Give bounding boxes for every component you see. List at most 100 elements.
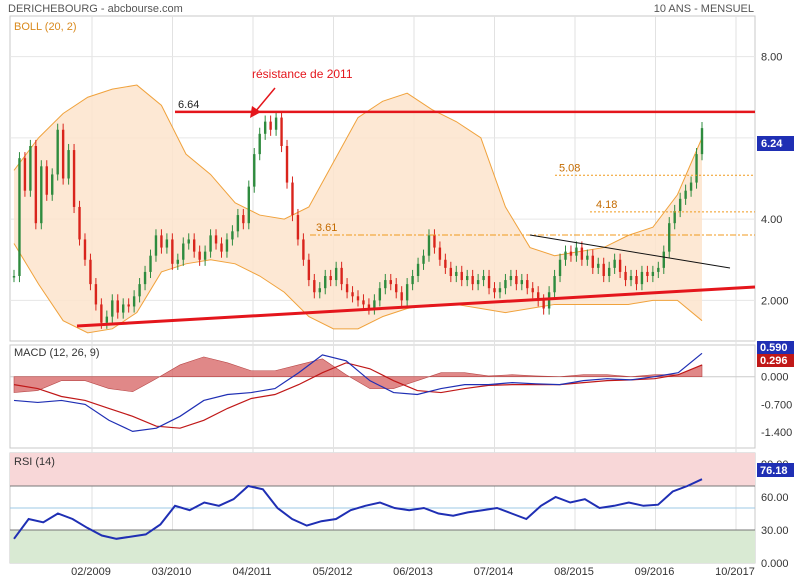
candle-body xyxy=(12,276,16,278)
candle-body xyxy=(400,292,403,301)
candle-body xyxy=(236,215,240,232)
candle-body xyxy=(182,243,185,260)
candle-body xyxy=(384,280,387,289)
candle-body xyxy=(203,251,207,260)
candle-body xyxy=(405,284,409,301)
candle-body xyxy=(149,255,152,272)
candle-body xyxy=(547,292,551,309)
bollinger-lower-line xyxy=(13,243,703,334)
y-tick-label: 8.00 xyxy=(761,52,782,64)
candle-body xyxy=(274,117,278,130)
candle-body xyxy=(504,280,507,289)
candle-body xyxy=(580,247,584,260)
level-label: 6.64 xyxy=(178,99,199,111)
candle-body xyxy=(253,154,256,187)
candle-body xyxy=(116,300,119,313)
candle-body xyxy=(18,158,21,276)
candle-body xyxy=(689,182,693,191)
candle-body xyxy=(536,292,540,301)
level-label: 3.61 xyxy=(316,222,337,234)
candle-body xyxy=(362,300,365,305)
candle-body xyxy=(198,251,201,260)
candle-body xyxy=(83,239,87,260)
candle-body xyxy=(220,243,223,252)
x-tick-label: 08/2015 xyxy=(554,566,594,578)
x-tick-label: 03/2010 xyxy=(152,566,192,578)
candle-body xyxy=(307,259,311,281)
candle-body xyxy=(411,276,414,285)
macd-panel-frame xyxy=(9,344,756,449)
candle-body xyxy=(40,166,43,224)
candle-body xyxy=(280,117,283,146)
level-label: 4.18 xyxy=(596,199,617,211)
y-tick-label: 4.00 xyxy=(761,214,782,226)
candle-body xyxy=(449,267,453,276)
candle-body xyxy=(613,259,616,268)
candle-body xyxy=(607,267,611,276)
rsi-y-tick-label: 30.00 xyxy=(761,525,789,537)
support-trendline xyxy=(76,285,756,328)
candle-body xyxy=(340,267,343,285)
macd-title: MACD (12, 26, 9) xyxy=(14,347,100,359)
price-panel-frame xyxy=(9,15,756,342)
candle-body xyxy=(438,247,442,260)
candle-body xyxy=(416,263,420,276)
candle-body xyxy=(558,259,562,276)
candle-body xyxy=(553,276,556,293)
rsi-overbought-zone xyxy=(10,453,755,486)
candle-body xyxy=(89,259,92,285)
candle-body xyxy=(433,235,436,248)
signal-value-label: 0.296 xyxy=(760,355,788,367)
rsi-y-tick-label: 0.000 xyxy=(761,558,789,570)
candle-body xyxy=(78,206,81,240)
candle-body xyxy=(324,276,327,289)
rsi-y-tick-label: 60.00 xyxy=(761,492,789,504)
candle-body xyxy=(67,150,70,179)
candle-body xyxy=(515,276,518,285)
macd-value-badge xyxy=(757,341,794,354)
candle-body xyxy=(575,247,578,256)
x-tick-label: 02/2009 xyxy=(71,566,111,578)
boll-title: BOLL (20, 2) xyxy=(14,21,77,33)
y-tick-label: 2.000 xyxy=(761,295,789,307)
candle-body xyxy=(51,174,54,195)
candle-body xyxy=(657,267,660,272)
chart-period: 10 ANS - MENSUEL xyxy=(653,3,754,15)
candle-body xyxy=(586,255,589,260)
candle-body xyxy=(531,288,534,293)
candle-body xyxy=(624,271,627,281)
macd-histogram xyxy=(13,356,703,393)
candle-body xyxy=(334,267,338,281)
rsi-line xyxy=(13,478,703,540)
candle-body xyxy=(591,255,594,268)
annotation-arrow-line xyxy=(254,87,276,113)
candle-body xyxy=(318,288,321,293)
candle-body xyxy=(291,182,294,216)
candle-body xyxy=(640,271,644,285)
level-label: 5.08 xyxy=(559,162,580,174)
x-tick-label: 06/2013 xyxy=(393,566,433,578)
macd-signal-line xyxy=(13,362,703,429)
candle-body xyxy=(520,280,524,285)
candle-body xyxy=(176,259,180,264)
candle-body xyxy=(602,263,605,276)
candle-body xyxy=(209,235,212,252)
candle-body xyxy=(422,255,425,264)
candle-body xyxy=(56,129,59,175)
x-tick-label: 07/2014 xyxy=(474,566,514,578)
candle-body xyxy=(100,304,103,323)
candle-body xyxy=(673,211,676,224)
candle-body xyxy=(498,288,502,293)
candle-body xyxy=(651,271,655,276)
candle-body xyxy=(269,121,272,130)
candle-body xyxy=(94,284,98,305)
candle-body xyxy=(285,146,289,183)
candle-body xyxy=(225,239,229,252)
candle-body xyxy=(471,276,474,285)
candle-body xyxy=(165,239,169,248)
candle-body xyxy=(138,284,141,297)
candle-body xyxy=(263,121,267,134)
candle-body xyxy=(597,263,600,268)
candle-body xyxy=(444,259,447,268)
candle-body xyxy=(367,304,371,309)
